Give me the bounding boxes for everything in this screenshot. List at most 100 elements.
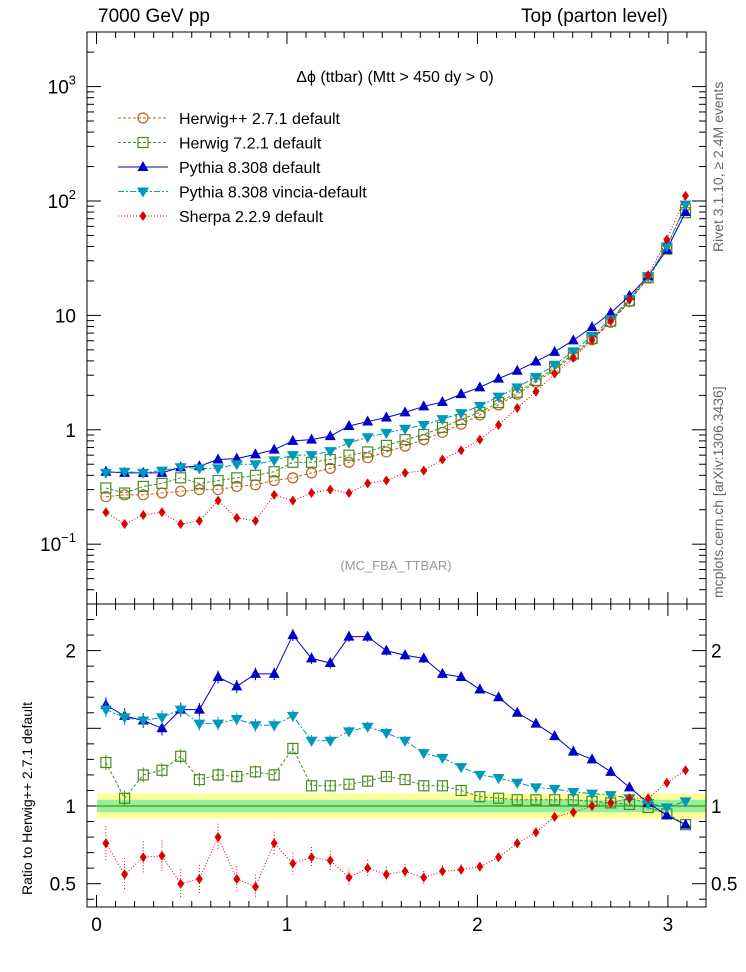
- data-point: [474, 381, 486, 392]
- ratio-data-point: [474, 791, 486, 803]
- ratio-panel: 0 1 2 3 0.5 0.5 1 1 2 2: [50, 603, 737, 936]
- ratio-data-point: [380, 770, 392, 783]
- data-point: [175, 485, 187, 497]
- ratio-data-point: [569, 807, 577, 818]
- data-point: [306, 433, 318, 444]
- data-point: [230, 460, 243, 471]
- data-point: [605, 306, 617, 317]
- ratio-data-point: [680, 818, 692, 829]
- ratio-data-point: [495, 852, 503, 863]
- data-point: [287, 434, 299, 445]
- ratio-data-point: [457, 864, 465, 875]
- data-point: [212, 474, 224, 487]
- data-point: [511, 383, 524, 394]
- data-point: [249, 469, 262, 481]
- ratio-data-point: [474, 683, 486, 694]
- ratio-data-point: [586, 753, 598, 764]
- data-point: [382, 475, 390, 486]
- ratio-data-point: [177, 878, 185, 889]
- main-panel: 10−1 1 10 102 103 Δϕ (ttbar) (Mtt > 450 dy > …: [40, 31, 707, 605]
- x-tick-label: 2: [472, 915, 483, 936]
- ratio-data-point: [605, 765, 617, 776]
- legend-label: Pythia 8.308 default: [179, 160, 321, 177]
- data-point: [492, 392, 505, 403]
- data-point: [417, 421, 430, 432]
- data-point: [305, 451, 318, 462]
- data-point: [380, 446, 392, 458]
- data-point: [286, 451, 299, 462]
- data-point: [231, 480, 243, 492]
- x-tick-label: 0: [91, 915, 102, 936]
- data-point: [679, 200, 692, 211]
- ratio-data-point: [436, 667, 448, 678]
- data-point: [345, 488, 353, 499]
- ratio-series-line: [105, 634, 686, 826]
- data-point: [530, 355, 542, 366]
- ratio-y-tick-label: 1: [65, 797, 76, 818]
- data-point: [342, 438, 355, 449]
- data-point: [343, 419, 355, 430]
- ratio-data-point: [305, 736, 318, 747]
- data-point: [362, 446, 374, 458]
- ratio-data-point: [212, 719, 225, 730]
- ratio-data-point: [642, 798, 655, 809]
- ratio-data-point: [287, 629, 299, 640]
- ratio-data-point: [492, 774, 505, 785]
- ratio-data-point: [438, 866, 446, 877]
- data-point: [99, 468, 112, 479]
- data-point: [193, 484, 205, 496]
- ratio-data-point: [362, 775, 374, 787]
- ratio-data-point: [382, 869, 390, 880]
- data-point: [158, 507, 166, 518]
- legend-marker: [137, 112, 149, 124]
- ratio-data-point: [324, 657, 336, 668]
- ratio-data-point: [401, 866, 409, 877]
- ratio-series-line: [105, 709, 686, 809]
- ratio-data-point: [155, 713, 168, 724]
- ratio-data-point: [102, 838, 110, 849]
- data-point: [551, 368, 559, 379]
- ratio-data-point: [287, 742, 299, 755]
- legend-marker: [137, 187, 149, 198]
- data-point: [249, 448, 261, 459]
- data-point: [493, 372, 505, 383]
- ratio-data-point: [420, 872, 428, 883]
- ratio-data-point: [230, 714, 243, 725]
- data-point: [308, 488, 316, 499]
- ratio-data-point: [195, 874, 203, 885]
- ratio-data-point: [100, 756, 112, 769]
- ratio-data-point: [436, 753, 449, 764]
- ratio-data-point: [364, 863, 372, 874]
- data-point: [174, 463, 187, 474]
- ratio-data-point: [567, 788, 580, 799]
- data-point: [361, 433, 374, 444]
- rivet-version-label: Rivet 3.1.10, ≥ 2.4M events: [710, 81, 726, 252]
- ratio-data-point: [492, 792, 505, 804]
- ratio-data-point: [324, 780, 336, 792]
- data-point: [100, 491, 112, 503]
- data-point: [102, 507, 110, 518]
- ratio-data-point: [418, 780, 430, 792]
- data-point: [364, 478, 372, 489]
- data-point: [569, 352, 577, 363]
- ratio-data-point: [625, 793, 633, 804]
- ratio-y-tick-label: 2: [65, 642, 76, 663]
- ratio-data-point: [588, 801, 596, 811]
- data-point: [401, 467, 409, 478]
- ratio-data-point: [399, 773, 411, 786]
- ratio-data-point: [661, 809, 673, 820]
- data-point: [399, 424, 412, 435]
- x-tick-label: 3: [663, 915, 674, 936]
- data-point: [118, 487, 131, 499]
- data-point: [511, 364, 523, 375]
- data-point: [418, 400, 430, 411]
- ratio-data-point: [362, 630, 374, 641]
- legend-label: Sherpa 2.2.9 default: [179, 209, 324, 226]
- ratio-data-point: [308, 852, 316, 863]
- data-point: [532, 386, 540, 397]
- data-point: [289, 495, 297, 506]
- ratio-data-point: [286, 711, 299, 722]
- ratio-data-point: [324, 736, 337, 747]
- ratio-data-point: [663, 777, 671, 788]
